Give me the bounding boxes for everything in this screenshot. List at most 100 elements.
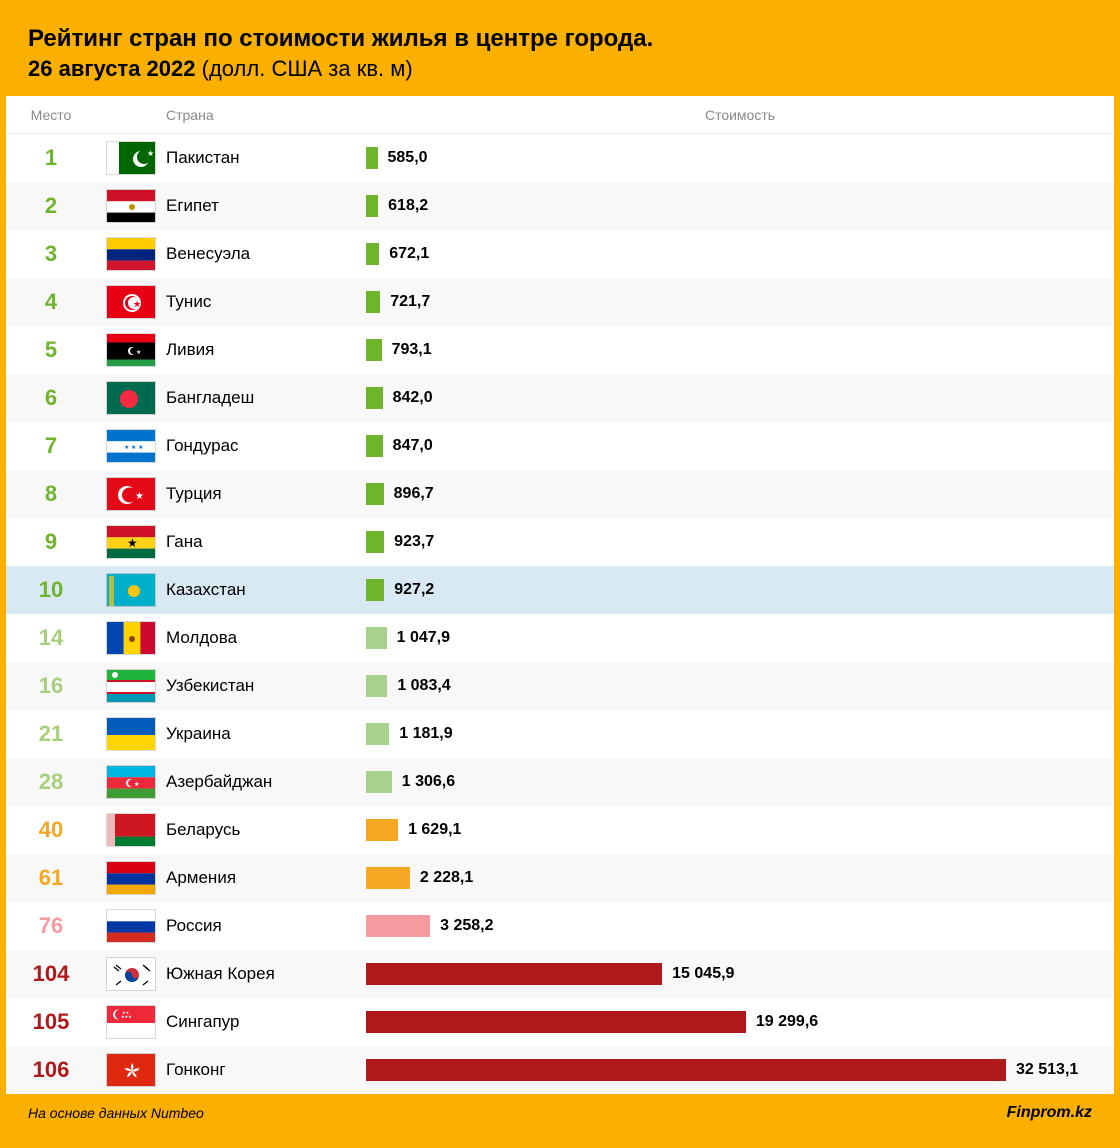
cost-value: 721,7: [390, 293, 430, 311]
cost-value: 842,0: [393, 389, 433, 407]
cost-cell: 1 629,1: [366, 819, 1114, 841]
cost-value: 896,7: [394, 485, 434, 503]
cost-bar: [366, 771, 392, 793]
cost-bar: [366, 195, 378, 217]
cost-value: 1 083,4: [397, 677, 450, 695]
cost-value: 15 045,9: [672, 965, 734, 983]
cost-cell: 1 047,9: [366, 627, 1114, 649]
cost-value: 1 047,9: [397, 629, 450, 647]
rank-cell: 61: [6, 865, 96, 891]
table-row: 28★Азербайджан1 306,6: [6, 758, 1114, 806]
cost-cell: 15 045,9: [366, 963, 1114, 985]
subtitle-unit: (долл. США за кв. м): [202, 56, 413, 81]
country-cell: Азербайджан: [166, 772, 366, 792]
rank-cell: 105: [6, 1009, 96, 1035]
country-cell: Венесуэла: [166, 244, 366, 264]
flag-icon: [96, 237, 166, 271]
footer-source: На основе данных Numbeo: [28, 1105, 204, 1121]
flag-icon: ★: [96, 477, 166, 511]
svg-text:★: ★: [135, 491, 144, 502]
subtitle-date: 26 августа 2022: [28, 56, 196, 81]
table-row: 40Беларусь1 629,1: [6, 806, 1114, 854]
table-row: 61 Армения2 228,1: [6, 854, 1114, 902]
table-row: 3Венесуэла672,1: [6, 230, 1114, 278]
table-row: 9★Гана923,7: [6, 518, 1114, 566]
page-subtitle: 26 августа 2022 (долл. США за кв. м): [28, 56, 1092, 82]
rank-cell: 76: [6, 913, 96, 939]
cost-cell: 847,0: [366, 435, 1114, 457]
country-cell: Россия: [166, 916, 366, 936]
svg-text:★ ★ ★: ★ ★ ★: [124, 444, 143, 451]
country-cell: Египет: [166, 196, 366, 216]
country-cell: Узбекистан: [166, 676, 366, 696]
flag-icon: [96, 717, 166, 751]
rank-cell: 40: [6, 817, 96, 843]
flag-icon: [96, 189, 166, 223]
cost-cell: 927,2: [366, 579, 1114, 601]
flag-icon: ★★★★★: [96, 1005, 166, 1039]
cost-bar: [366, 867, 410, 889]
cost-bar: [366, 723, 389, 745]
flag-icon: ★: [96, 333, 166, 367]
table-row: 16 Узбекистан 1 083,4: [6, 662, 1114, 710]
rank-cell: 2: [6, 193, 96, 219]
cost-cell: 721,7: [366, 291, 1114, 313]
cost-bar: [366, 819, 398, 841]
flag-icon: [96, 813, 166, 847]
cost-cell: 618,2: [366, 195, 1114, 217]
cost-bar: [366, 1011, 746, 1033]
rank-cell: 1: [6, 145, 96, 171]
country-cell: Южная Корея: [166, 964, 366, 984]
footer-brand: Finprom.kz: [1007, 1104, 1092, 1122]
cost-cell: 585,0: [366, 147, 1114, 169]
cost-value: 3 258,2: [440, 917, 493, 935]
country-cell: Тунис: [166, 292, 366, 312]
country-cell: Пакистан: [166, 148, 366, 168]
table-row: 14Молдова1 047,9: [6, 614, 1114, 662]
flag-icon: [96, 573, 166, 607]
cost-value: 1 629,1: [408, 821, 461, 839]
table-header: Место Страна Стоимость: [6, 96, 1114, 134]
svg-text:★: ★: [147, 149, 154, 158]
cost-bar: [366, 675, 387, 697]
flag-icon: ★ ★ ★: [96, 429, 166, 463]
country-cell: Ливия: [166, 340, 366, 360]
cost-cell: 842,0: [366, 387, 1114, 409]
cost-bar: [366, 579, 384, 601]
country-cell: Молдова: [166, 628, 366, 648]
cost-cell: 793,1: [366, 339, 1114, 361]
cost-value: 793,1: [392, 341, 432, 359]
cost-cell: 3 258,2: [366, 915, 1114, 937]
cost-cell: 2 228,1: [366, 867, 1114, 889]
rank-cell: 4: [6, 289, 96, 315]
cost-value: 923,7: [394, 533, 434, 551]
table-row: 8★Турция896,7: [6, 470, 1114, 518]
cost-cell: 1 306,6: [366, 771, 1114, 793]
col-rank-header: Место: [6, 107, 96, 123]
rank-cell: 16: [6, 673, 96, 699]
table-row: 106 Гонконг 32 513,1: [6, 1046, 1114, 1094]
cost-bar: [366, 147, 378, 169]
country-cell: Гонконг: [166, 1060, 366, 1080]
cost-bar: [366, 483, 384, 505]
cost-bar: [366, 243, 379, 265]
table-row: 6Бангладеш842,0: [6, 374, 1114, 422]
table-row: 105★★★★★Сингапур19 299,6: [6, 998, 1114, 1046]
cost-bar: [366, 963, 662, 985]
svg-text:★: ★: [133, 299, 141, 309]
footer: На основе данных Numbeo Finprom.kz: [6, 1094, 1114, 1130]
country-cell: Бангладеш: [166, 388, 366, 408]
cost-cell: 1 083,4: [366, 675, 1114, 697]
flag-icon: ★: [96, 525, 166, 559]
table-row: 2 Египет618,2: [6, 182, 1114, 230]
country-cell: Армения: [166, 868, 366, 888]
country-cell: Казахстан: [166, 580, 366, 600]
table-row: 104Южная Корея15 045,9: [6, 950, 1114, 998]
cost-bar: [366, 387, 383, 409]
rank-cell: 9: [6, 529, 96, 555]
cost-bar: [366, 1059, 1006, 1081]
flag-icon: ★: [96, 765, 166, 799]
cost-value: 32 513,1: [1016, 1061, 1078, 1079]
flag-icon: [96, 381, 166, 415]
rank-cell: 106: [6, 1057, 96, 1083]
